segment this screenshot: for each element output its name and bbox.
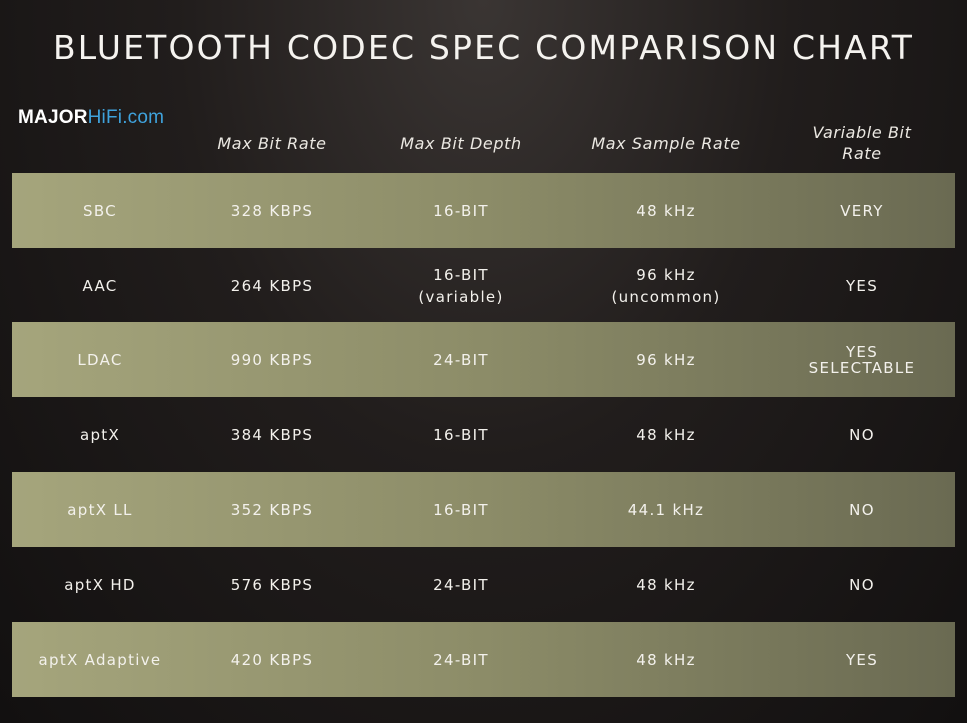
table-row: aptX HD 576 KBPS 24-BIT 48 kHz NO	[12, 547, 955, 622]
max-bit-rate: 264 KBPS	[230, 276, 314, 295]
max-sample-rate: 48 kHz	[636, 201, 696, 220]
variable-bit-rate: NO	[849, 425, 875, 444]
codec-name: aptX Adaptive	[38, 650, 162, 669]
codec-name: SBC	[83, 201, 117, 220]
max-bit-depth-note: (variable)	[418, 287, 504, 306]
max-bit-rate: 990 KBPS	[230, 350, 314, 369]
max-bit-depth-value: 16-BIT	[433, 265, 489, 284]
variable-bit-rate-value: YES	[845, 342, 879, 361]
max-bit-rate: 352 KBPS	[230, 500, 314, 519]
max-bit-depth: 16-BIT	[433, 201, 489, 220]
logo-hifi: HiFi.com	[87, 107, 165, 128]
max-bit-depth: 24-BIT	[433, 575, 489, 594]
variable-bit-rate: NO	[849, 575, 875, 594]
max-sample-rate: 44.1 kHz	[627, 500, 705, 519]
variable-bit-rate: VERY	[840, 201, 884, 220]
codec-name: aptX LL	[67, 500, 133, 519]
max-sample-rate-note: (uncommon)	[611, 287, 721, 306]
table-row: LDAC 990 KBPS 24-BIT 96 kHz YES SELECTABLE	[12, 322, 955, 397]
logo-major: MAJOR	[18, 107, 88, 128]
max-sample-rate: 96 kHz	[636, 350, 696, 369]
max-bit-depth: 16-BIT	[433, 425, 489, 444]
variable-bit-rate: YES SELECTABLE	[777, 322, 947, 397]
variable-bit-rate: YES	[845, 650, 879, 669]
column-header: Max Sample Rate	[591, 133, 741, 153]
table-row: AAC 264 KBPS 16-BIT (variable) 96 kHz (uncomm…	[12, 248, 955, 323]
variable-bit-rate: NO	[849, 500, 875, 519]
column-header: Max Bit Depth	[400, 133, 522, 153]
max-sample-rate: 48 kHz	[636, 575, 696, 594]
max-sample-rate: 96 kHz (uncommon)	[566, 248, 766, 323]
codec-name: LDAC	[77, 350, 123, 369]
table-row: SBC 328 KBPS 16-BIT 48 kHz VERY	[12, 173, 955, 248]
variable-bit-rate-note: SELECTABLE	[808, 358, 916, 377]
variable-bit-rate: YES	[845, 276, 879, 295]
max-sample-rate: 48 kHz	[636, 425, 696, 444]
table-row: aptX Adaptive 420 KBPS 24-BIT 48 kHz YES	[12, 622, 955, 697]
max-sample-rate: 48 kHz	[636, 650, 696, 669]
brand-logo: MAJORHiFi.com	[18, 107, 164, 129]
max-bit-depth: 24-BIT	[433, 650, 489, 669]
max-bit-rate: 576 KBPS	[230, 575, 314, 594]
codec-name: aptX	[79, 425, 121, 444]
codec-name: AAC	[82, 276, 118, 295]
max-bit-depth: 16-BIT	[433, 500, 489, 519]
column-header: Variable Bit Rate	[812, 123, 912, 163]
max-bit-depth: 16-BIT (variable)	[371, 248, 551, 323]
max-bit-depth: 24-BIT	[433, 350, 489, 369]
max-bit-rate: 328 KBPS	[230, 201, 314, 220]
max-bit-rate: 420 KBPS	[230, 650, 314, 669]
table-row: aptX LL 352 KBPS 16-BIT 44.1 kHz NO	[12, 472, 955, 547]
max-bit-rate: 384 KBPS	[230, 425, 314, 444]
page-title: BLUETOOTH CODEC SPEC COMPARISON CHART	[52, 28, 915, 67]
table-row: aptX 384 KBPS 16-BIT 48 kHz NO	[12, 397, 955, 472]
max-sample-rate-value: 96 kHz	[636, 265, 696, 284]
codec-name: aptX HD	[64, 575, 136, 594]
column-header: Max Bit Rate	[217, 133, 327, 153]
